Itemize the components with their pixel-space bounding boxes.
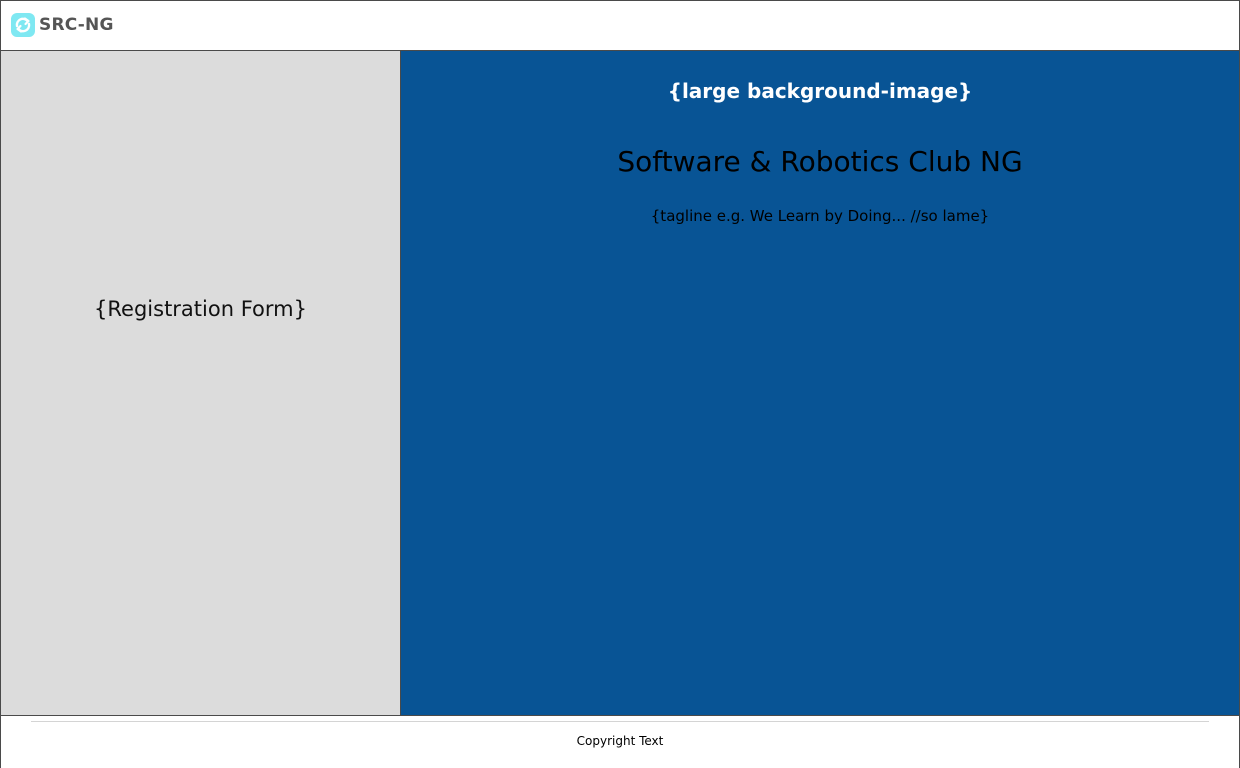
site-name: SRC-NG	[39, 15, 114, 35]
registration-form-placeholder: {Registration Form}	[94, 297, 307, 321]
refresh-arrows-icon	[11, 13, 35, 37]
copyright-text: Copyright Text	[576, 734, 664, 748]
header-bar: SRC-NG	[1, 1, 1239, 51]
hero-tagline: {tagline e.g. We Learn by Doing... //so …	[650, 207, 990, 225]
footer: Copyright Text	[1, 715, 1239, 768]
footer-divider	[31, 721, 1209, 722]
hero-section: {large background-image} Software & Robo…	[401, 51, 1239, 715]
background-image-placeholder: {large background-image}	[667, 79, 973, 103]
registration-panel: {Registration Form}	[1, 51, 401, 715]
site-logo[interactable]: SRC-NG	[11, 13, 114, 37]
hero-title: Software & Robotics Club NG	[617, 145, 1023, 178]
